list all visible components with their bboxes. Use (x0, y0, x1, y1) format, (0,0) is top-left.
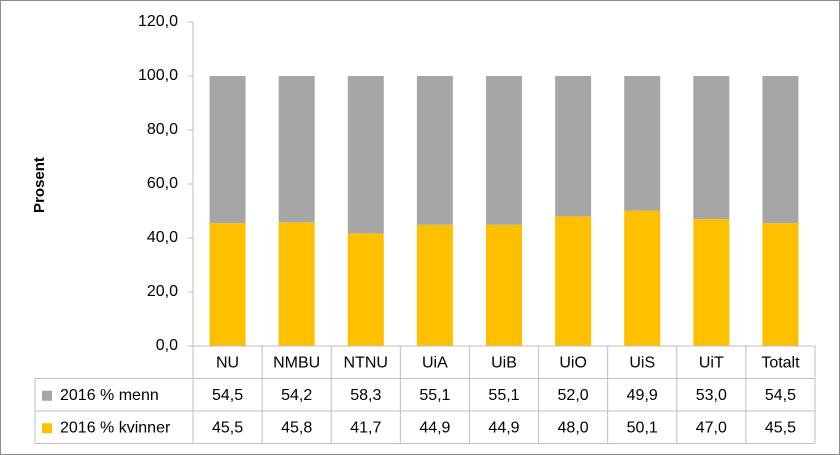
value-label: 45,5 (212, 419, 243, 436)
x-tick-label: NU (216, 354, 239, 371)
x-tick-label: NTNU (344, 354, 388, 371)
y-tick-label: 0,0 (156, 337, 178, 354)
bar-segment (416, 76, 453, 225)
y-tick-label: 80,0 (147, 121, 178, 138)
value-label: 50,1 (627, 419, 658, 436)
bar-segment (555, 76, 592, 217)
legend-label: 2016 % kvinner (60, 419, 171, 436)
x-tick-label: NMBU (273, 354, 320, 371)
bar-segment (693, 219, 730, 346)
x-tick-label: UiT (699, 354, 724, 371)
legend-key (42, 390, 52, 401)
bar-segment (624, 210, 661, 346)
legend-label: 2016 % menn (60, 387, 159, 404)
value-label: 48,0 (558, 419, 589, 436)
value-label: 58,3 (350, 387, 381, 404)
x-tick-label: UiB (491, 354, 517, 371)
y-tick-label: 40,0 (147, 229, 178, 246)
bar-segment (624, 76, 661, 211)
value-label: 55,1 (419, 387, 450, 404)
value-label: 47,0 (696, 419, 727, 436)
value-label: 54,5 (765, 387, 796, 404)
value-label: 44,9 (488, 419, 519, 436)
value-label: 54,2 (281, 387, 312, 404)
bar-segment (347, 233, 384, 346)
bar-segment (416, 224, 453, 346)
bar-segment (347, 76, 384, 234)
y-axis-label: Prosent (31, 157, 48, 213)
y-tick-label: 100,0 (138, 67, 178, 84)
value-label: 45,5 (765, 419, 796, 436)
bar-segment (555, 216, 592, 346)
x-tick-label: UiA (422, 354, 448, 371)
bar-segment (486, 76, 522, 225)
value-label: 44,9 (419, 419, 450, 436)
bar-segment (762, 76, 799, 224)
bar-segment (693, 76, 730, 220)
x-tick-label: UiS (629, 354, 655, 371)
bar-segment (278, 76, 315, 223)
value-label: 55,1 (488, 387, 519, 404)
bar-segment (486, 224, 522, 346)
value-label: 49,9 (627, 387, 658, 404)
value-label: 53,0 (696, 387, 727, 404)
value-label: 41,7 (350, 419, 381, 436)
value-label: 45,8 (281, 419, 312, 436)
value-label: 52,0 (558, 387, 589, 404)
y-tick-label: 60,0 (147, 175, 178, 192)
bar-segment (209, 76, 246, 224)
x-tick-label: UiO (559, 354, 587, 371)
legend-key (42, 423, 52, 434)
value-label: 54,5 (212, 387, 243, 404)
y-tick-label: 20,0 (147, 283, 178, 300)
bar-segment (762, 223, 799, 346)
bar-segment (209, 223, 246, 346)
y-tick-label: 120,0 (138, 13, 178, 30)
bar-segment (278, 222, 315, 346)
x-tick-label: Totalt (761, 354, 800, 371)
